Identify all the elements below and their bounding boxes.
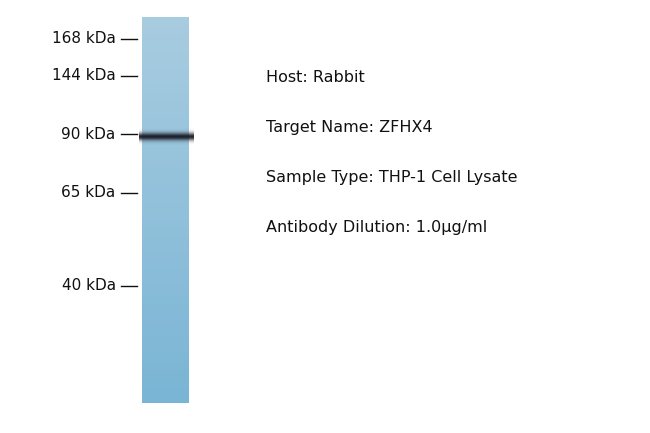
Text: Target Name: ZFHX4: Target Name: ZFHX4 — [266, 120, 433, 135]
Text: 65 kDa: 65 kDa — [62, 185, 116, 200]
Text: 90 kDa: 90 kDa — [62, 127, 116, 142]
Text: 168 kDa: 168 kDa — [52, 32, 116, 46]
Text: Antibody Dilution: 1.0μg/ml: Antibody Dilution: 1.0μg/ml — [266, 220, 488, 235]
Text: Sample Type: THP-1 Cell Lysate: Sample Type: THP-1 Cell Lysate — [266, 170, 518, 185]
Text: 40 kDa: 40 kDa — [62, 278, 116, 293]
Text: Host: Rabbit: Host: Rabbit — [266, 71, 365, 85]
Text: 144 kDa: 144 kDa — [52, 68, 116, 83]
